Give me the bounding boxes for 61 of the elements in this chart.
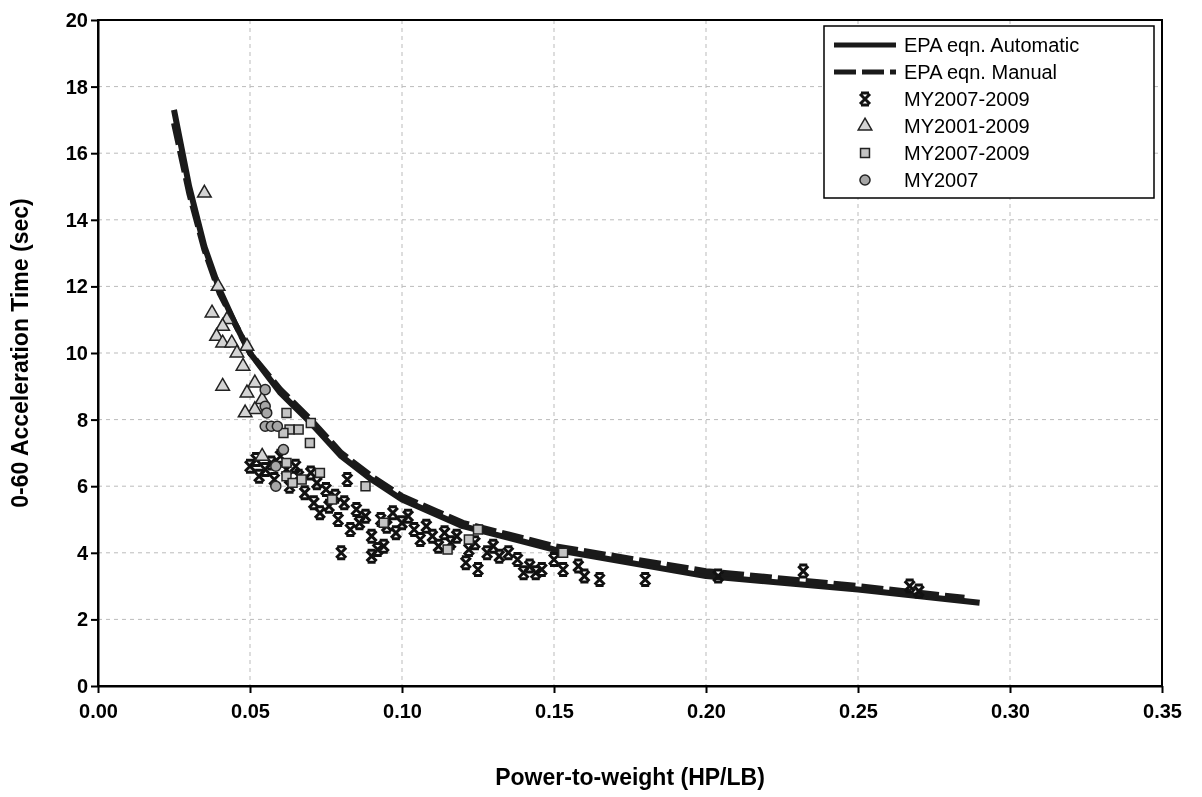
- x-tick-label: 0.15: [535, 700, 574, 722]
- legend-label: EPA eqn. Automatic: [904, 34, 1080, 56]
- point: [271, 420, 284, 433]
- x-tick-label: 0.30: [991, 700, 1030, 722]
- y-axis-title: 0-60 Acceleration Time (sec): [7, 198, 33, 508]
- point: [210, 277, 226, 292]
- legend-label: MY2007: [904, 169, 979, 191]
- point: [293, 424, 304, 435]
- x-tick-label: 0.20: [687, 700, 726, 722]
- point: [215, 377, 231, 391]
- point: [326, 494, 338, 505]
- point: [270, 460, 282, 473]
- x-axis-title: Power-to-weight (HP/LB): [495, 764, 765, 790]
- point: [215, 317, 231, 332]
- x-tick-label: 0.00: [79, 700, 118, 722]
- point: [259, 383, 271, 396]
- y-tick-label: 10: [65, 341, 88, 364]
- point: [304, 437, 316, 449]
- y-tick-label: 2: [76, 608, 88, 631]
- point: [314, 467, 326, 479]
- point: [260, 407, 273, 419]
- point: [287, 477, 298, 489]
- point: [229, 344, 245, 358]
- point: [277, 443, 290, 456]
- legend-label: MY2007-2009: [904, 142, 1030, 164]
- legend-label: MY2001-2009: [904, 115, 1030, 137]
- point: [442, 544, 453, 555]
- point: [360, 480, 371, 492]
- point: [239, 384, 255, 398]
- point: [224, 334, 240, 348]
- x-tick-label: 0.35: [1143, 700, 1182, 722]
- x-tick-label: 0.10: [383, 700, 422, 722]
- point: [296, 474, 307, 485]
- point: [247, 374, 263, 388]
- point: [239, 337, 255, 352]
- y-tick-label: 0: [76, 674, 88, 697]
- x-tick-label: 0.05: [231, 700, 270, 722]
- y-tick-label: 12: [65, 275, 88, 298]
- legend-label: MY2007-2009: [904, 88, 1030, 110]
- point: [196, 184, 212, 198]
- point: [254, 447, 270, 461]
- point: [463, 534, 475, 545]
- x-tick-label: 0.25: [839, 700, 878, 722]
- y-tick-label: 4: [76, 541, 89, 564]
- y-tick-label: 18: [65, 75, 88, 98]
- point: [204, 304, 220, 318]
- point: [281, 407, 292, 419]
- point: [281, 457, 292, 469]
- point: [305, 417, 317, 429]
- y-tick-label: 6: [76, 475, 88, 498]
- y-tick-label: 20: [65, 8, 88, 31]
- y-tick-label: 16: [65, 142, 88, 165]
- legend-label: EPA eqn. Manual: [904, 61, 1058, 83]
- point: [472, 524, 484, 535]
- point: [270, 480, 282, 492]
- y-tick-label: 8: [76, 408, 88, 431]
- point: [237, 404, 253, 418]
- point: [557, 547, 569, 559]
- point: [235, 357, 251, 371]
- y-tick-label: 14: [65, 208, 89, 231]
- point: [378, 517, 389, 529]
